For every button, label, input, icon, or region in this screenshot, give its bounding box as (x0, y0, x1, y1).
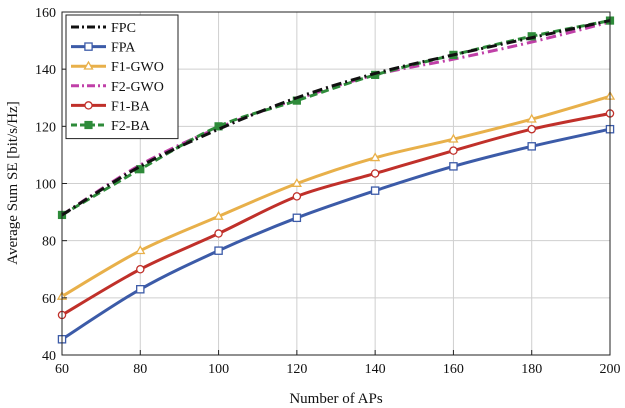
data-point-f1-gwo (291, 177, 302, 187)
data-point-f1-gwo (526, 113, 537, 123)
data-point-f1-ba (527, 124, 536, 134)
data-point-fpa (214, 246, 223, 255)
data-point-f1-gwo (135, 245, 146, 255)
series-fpa (57, 124, 615, 344)
x-tick-label: 120 (286, 362, 307, 377)
x-tick-label: 160 (443, 362, 464, 377)
data-point-f1-ba (370, 169, 380, 178)
legend-label-fpc: FPC (111, 21, 136, 36)
legend-label-f2-gwo: F2-GWO (111, 80, 164, 95)
y-tick-label: 80 (42, 235, 56, 250)
y-axis-title: Average Sum SE [bit/s/Hz] (5, 101, 21, 264)
x-axis-title: Number of APs (289, 391, 382, 407)
data-point-f1-ba (136, 264, 145, 274)
data-point-f1-gwo (448, 133, 459, 143)
x-tick-label: 140 (365, 362, 386, 377)
x-tick-label: 80 (133, 362, 147, 377)
data-point-fpa (449, 162, 458, 171)
series-line-fpa (61, 127, 611, 341)
legend-item-f1-gwo: F1-GWO (71, 60, 164, 75)
legend-marker-f1-ba (84, 101, 93, 110)
x-tick-label: 100 (208, 362, 229, 377)
legend-item-fpc: FPC (71, 21, 136, 36)
legend-label-f1-ba: F1-BA (111, 99, 151, 114)
y-tick-label: 100 (35, 178, 56, 193)
data-point-f1-ba (449, 146, 458, 155)
y-tick-label: 140 (35, 63, 56, 78)
legend-label-f1-gwo: F1-GWO (111, 60, 164, 75)
x-tick-label: 180 (521, 362, 542, 377)
series-line-f1-gwo (61, 94, 611, 298)
y-tick-label: 60 (42, 292, 56, 307)
y-tick-label: 40 (42, 349, 56, 364)
data-point-fpa (136, 285, 145, 294)
legend-marker-f2-ba (84, 120, 93, 130)
data-point-fpa (527, 142, 536, 151)
legend-item-f1-ba: F1-BA (71, 99, 151, 114)
series-line-f1-ba (61, 112, 611, 317)
legend-marker-fpa (84, 42, 93, 51)
data-point-f1-gwo (370, 152, 381, 162)
x-tick-label: 200 (600, 362, 621, 377)
legend: FPC FPA F1-GWO F2-GWO F1-BA F2-BA (65, 14, 179, 140)
legend-marker-f1-gwo (83, 60, 94, 70)
data-point-f1-gwo (213, 210, 224, 220)
data-point-f1-ba (214, 229, 223, 238)
x-tick-label: 60 (55, 362, 69, 377)
legend-box (65, 14, 179, 140)
data-point-fpa (292, 213, 302, 223)
y-tick-label: 160 (35, 6, 56, 21)
legend-label-fpa: FPA (111, 41, 136, 56)
legend-item-fpa: FPA (71, 41, 136, 56)
data-point-f1-ba (292, 192, 302, 201)
series-line-f2-ba (61, 19, 611, 217)
data-point-fpa (370, 186, 380, 195)
legend-label-f2-ba: F2-BA (111, 119, 151, 134)
series-f1-ba (57, 109, 615, 320)
series-layer (56, 16, 616, 344)
y-tick-label: 120 (35, 120, 56, 135)
legend-item-f2-ba: F2-BA (71, 119, 151, 134)
legend-item-f2-gwo: F2-GWO (71, 80, 164, 95)
